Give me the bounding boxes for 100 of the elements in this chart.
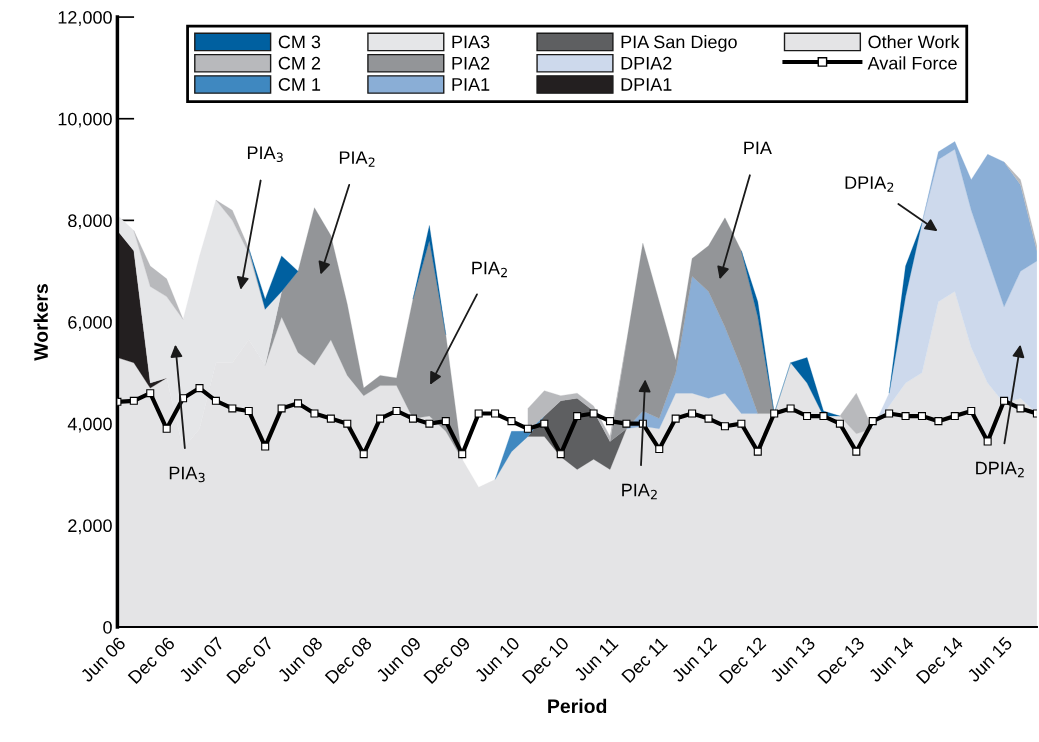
legend-label: Avail Force — [867, 56, 957, 70]
x-tick-label: Dec 06 — [127, 636, 176, 685]
point — [425, 419, 434, 428]
y-tick-label: 0 — [103, 620, 112, 634]
point — [622, 419, 631, 428]
legend-label: DPIA2 — [621, 56, 672, 70]
annotation: PIA$_{3}$ — [247, 146, 283, 163]
point — [540, 419, 549, 428]
point — [835, 419, 844, 428]
x-tick-label: Dec 13 — [817, 636, 866, 685]
x-tick-label: Jun 09 — [375, 636, 422, 683]
point — [211, 396, 220, 405]
point — [162, 424, 171, 433]
annotation: PIA$_{2}$ — [339, 151, 375, 167]
point — [261, 442, 270, 451]
annotation: PIA$_{2}$ — [622, 483, 657, 500]
point — [803, 412, 812, 421]
point — [293, 399, 303, 408]
point — [967, 406, 976, 416]
point — [310, 409, 319, 418]
x-tick-label: Dec 08 — [324, 636, 373, 685]
annotation: PIA$_{2}$ — [472, 261, 507, 278]
x-axis-title: Period — [548, 698, 607, 714]
point — [556, 450, 565, 459]
point — [671, 414, 680, 423]
point — [491, 409, 500, 418]
annotation: DPIA$_{2}$ — [976, 461, 1024, 478]
point — [343, 419, 352, 428]
x-tick-label: Jun 15 — [966, 636, 1013, 683]
point — [392, 406, 401, 416]
point — [228, 404, 237, 413]
point — [852, 447, 861, 456]
x-tick-label: Dec 14 — [915, 636, 964, 685]
point — [917, 412, 927, 421]
annotation: DPIA$_{2}$ — [845, 176, 894, 192]
y-tick-label: 6,000 — [68, 315, 112, 331]
point — [934, 417, 943, 426]
legend-label: CM 2 — [278, 56, 321, 70]
legend-label: Other Work — [868, 35, 960, 49]
point — [359, 450, 368, 459]
point — [458, 450, 467, 459]
point — [1000, 396, 1009, 405]
point — [868, 417, 877, 426]
annotation: PIA$_{3}$ — [169, 466, 205, 483]
point — [688, 409, 697, 418]
point — [376, 414, 385, 423]
legend-label: PIA3 — [452, 35, 490, 49]
y-tick-label: 4,000 — [67, 417, 112, 433]
point — [146, 389, 155, 398]
x-tick-label: Dec 09 — [423, 636, 471, 685]
legend-label: PIA2 — [452, 56, 490, 70]
x-tick-label: Dec 10 — [521, 636, 570, 685]
x-tick-label: Jun 07 — [178, 636, 225, 683]
point — [129, 396, 138, 405]
x-tick-label: Jun 11 — [573, 636, 619, 682]
point — [573, 412, 582, 421]
x-tick-label: Dec 07 — [226, 636, 274, 685]
point — [950, 412, 959, 421]
point — [589, 409, 598, 418]
point — [819, 412, 828, 421]
point — [441, 417, 450, 426]
x-tick-label: Jun 06 — [79, 636, 127, 683]
point — [901, 412, 910, 421]
point — [655, 445, 664, 454]
x-tick-label: Jun 13 — [769, 636, 816, 683]
point — [195, 384, 204, 393]
y-tick-label: 2,000 — [68, 519, 112, 535]
y-tick-label: 8,000 — [68, 214, 112, 230]
x-tick-label: Jun 12 — [670, 636, 718, 683]
point — [1016, 404, 1025, 413]
point — [885, 409, 894, 418]
legend-label: CM 3 — [278, 35, 321, 49]
legend-label: DPIA1 — [621, 78, 672, 91]
point — [474, 409, 483, 418]
legend-label: CM 1 — [278, 78, 321, 91]
y-axis-title: Workers — [33, 284, 48, 361]
y-tick-label: 10,000 — [58, 112, 112, 128]
point — [507, 417, 516, 426]
point — [605, 417, 615, 426]
point — [737, 419, 746, 428]
legend-label: PIA1 — [452, 78, 490, 91]
x-tick-label: Dec 11 — [621, 636, 669, 684]
x-tick-label: Dec 12 — [718, 636, 767, 685]
point — [704, 414, 713, 423]
point — [983, 437, 992, 446]
x-tick-label: Jun 14 — [867, 636, 915, 683]
x-tick-label: Jun 08 — [276, 636, 324, 683]
point — [523, 424, 532, 433]
point — [753, 447, 762, 456]
point — [770, 409, 779, 418]
x-tick-label: Jun 10 — [473, 636, 521, 683]
legend-label: PIA San Diego — [621, 35, 737, 52]
y-tick-label: 12,000 — [58, 11, 112, 26]
point — [244, 406, 253, 416]
point — [408, 414, 417, 423]
point — [720, 422, 729, 431]
point — [786, 404, 795, 413]
annotation: PIA — [744, 141, 772, 155]
point — [277, 404, 286, 413]
point — [326, 414, 335, 423]
